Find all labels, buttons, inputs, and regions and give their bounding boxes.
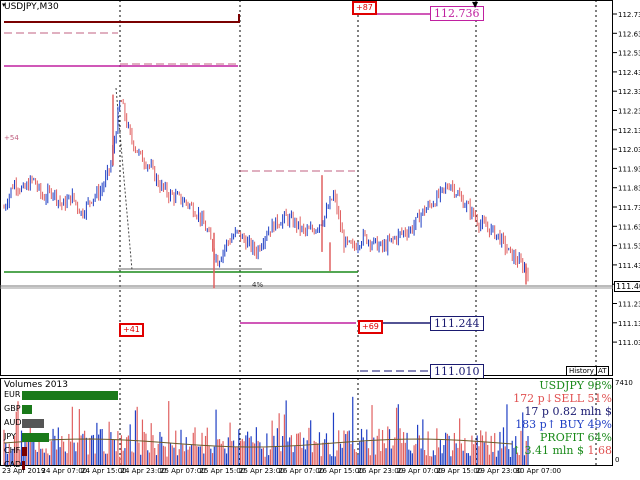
time-axis-label: 24 Apr 15:00: [81, 467, 127, 475]
time-axis: 23 Apr 2019 24 Apr 07:00 24 Apr 15:00 24 Ap…: [0, 467, 640, 480]
price-axis-label: 111.830: [618, 185, 640, 193]
volume-max: 7410: [615, 379, 633, 387]
current-price-tag: 111.408: [614, 281, 640, 292]
time-axis-label: 25 Apr 15:00: [199, 467, 246, 475]
candles: [3, 94, 529, 289]
price-axis-label: 112.730: [618, 11, 640, 19]
time-axis-label: 30 Apr 07:00: [515, 467, 562, 475]
volume-chart-svg: [0, 378, 613, 466]
stat-profit: PROFIT 64%: [540, 431, 612, 444]
stat-sell: 172 p↓SELL 51%: [513, 392, 612, 405]
price-axis-label: 112.330: [618, 88, 640, 96]
currency-code: EUR: [4, 390, 21, 399]
chevron-down-icon[interactable]: ▼: [472, 0, 479, 9]
time-axis-label: 23 Apr 2019: [2, 467, 46, 475]
time-axis-label: 29 Apr 15:00: [436, 467, 483, 475]
time-axis-label: 26 Apr 07:00: [278, 467, 325, 475]
currency-row: GBP: [4, 404, 114, 416]
stat-total-tail: 1.68: [587, 444, 613, 457]
time-axis-label: 26 Apr 23:00: [357, 467, 404, 475]
level-price-low: 111.010: [430, 364, 484, 379]
collapse-arrow-icon[interactable]: ▾: [2, 1, 6, 9]
percent-mark: 4%: [252, 281, 264, 289]
price-axis-label: 112.430: [618, 69, 640, 77]
volume-title: Volumes 2013: [4, 380, 68, 390]
currency-strength-bar: [22, 405, 32, 414]
stat-total: ↑ 3.41 mln $ 1.68: [480, 444, 612, 457]
currency-code: JPY: [4, 432, 16, 441]
red-box-left: +41: [119, 323, 144, 337]
side-mark: +54: [4, 134, 19, 142]
stat-total-value: ↑ 3.41 mln $: [511, 444, 584, 457]
time-axis-label: 29 Apr 07:00: [397, 467, 443, 475]
price-chart-svg: 112.730 112.630 112.530 112.430 112.330 112.2…: [0, 0, 640, 376]
level-price-top: 112.736: [430, 6, 484, 21]
volume-panel[interactable]: Volumes 2013 7410 0 EUR GBP AUD JPY CHF CAD U…: [0, 378, 640, 470]
time-axis-label: 24 Apr 07:00: [41, 467, 88, 475]
price-axis-label: 112.530: [618, 50, 640, 58]
price-axis-label: 112.130: [618, 127, 640, 135]
currency-strength-bar: [22, 461, 25, 470]
symbol-label: USDJPY,M30: [4, 2, 59, 12]
price-axis-label: 111.730: [618, 204, 640, 212]
time-axis-label: 25 Apr 23:00: [239, 467, 285, 475]
price-axis-label: 111.130: [618, 320, 640, 328]
red-box-top: +87: [352, 1, 377, 15]
stat-buy: 183 p↑ BUY 49%: [515, 418, 612, 431]
at-button[interactable]: AT: [596, 366, 609, 376]
price-axis-label: 112.030: [618, 146, 640, 154]
main-chart[interactable]: 112.730 112.630 112.530 112.430 112.330 112.2…: [0, 0, 640, 379]
currency-strength-bar: [22, 447, 27, 456]
currency-code: GBP: [4, 404, 21, 413]
price-axis-label: 111.530: [618, 243, 640, 251]
price-axis-label: 112.630: [618, 30, 640, 38]
stat-volume: 17 p 0.82 mln $: [524, 405, 612, 418]
price-axis-label: 111.630: [618, 223, 640, 231]
price-axis-label: 111.930: [618, 165, 640, 173]
currency-strength-bar: [22, 391, 118, 400]
volume-min: 0: [615, 456, 620, 464]
currency-code: AUD: [4, 418, 22, 427]
price-axis-label: 111.230: [618, 301, 640, 309]
stat-symbol: USDJPY 98%: [539, 379, 612, 392]
time-axis-label: 25 Apr 07:00: [160, 467, 206, 475]
currency-row: EUR: [4, 390, 118, 402]
currency-code: CHF: [4, 446, 21, 455]
currency-strength-bar: [22, 419, 44, 428]
currency-row: CAD: [4, 460, 114, 472]
stats-block: USDJPY 98% 172 p↓SELL 51% 17 p 0.82 mln …: [480, 379, 612, 457]
currency-row: CHF: [4, 446, 114, 458]
level-price-mid: 111.244: [430, 316, 484, 331]
time-axis-label: 24 Apr 23:00: [120, 467, 167, 475]
time-axis-label: 26 Apr 15:00: [318, 467, 364, 475]
currency-row: JPY: [4, 432, 114, 444]
price-axis-label: 112.230: [618, 108, 640, 116]
currency-strength-bar: [22, 433, 49, 442]
currency-code: CAD: [4, 460, 22, 469]
time-axis-label: 29 Apr 23:00: [476, 467, 522, 475]
price-axis-label: 111.030: [618, 339, 640, 347]
price-axis-label: 111.430: [618, 262, 640, 270]
currency-row: AUD: [4, 418, 114, 430]
red-box-mid: +69: [358, 320, 383, 334]
